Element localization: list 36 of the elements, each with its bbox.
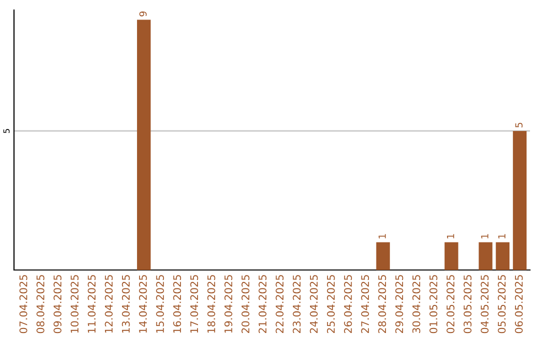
x-tick-label: 19.04.2025 <box>224 275 232 333</box>
x-tick-label: 23.04.2025 <box>292 275 301 334</box>
x-tick-label: 20.04.2025 <box>242 275 250 334</box>
x-tick-label: 16.04.2025 <box>173 275 182 333</box>
x-tick-label: 15.04.2025 <box>156 275 164 333</box>
x-tick-label: 11.04.2025 <box>88 275 96 333</box>
x-tick-label: 09.04.2025 <box>54 275 62 334</box>
x-tick-label: 28.04.2025 <box>378 275 386 334</box>
x-tick-label: 08.04.2025 <box>36 275 44 334</box>
x-tick-label: 27.04.2025 <box>361 275 369 334</box>
x-tick-label: 12.04.2025 <box>104 275 113 333</box>
data-label: 1 <box>481 234 488 238</box>
x-tick-label: 14.04.2025 <box>139 275 147 333</box>
x-tick-label: 29.04.2025 <box>395 275 404 334</box>
x-tick-label: 02.05.2025 <box>446 275 454 334</box>
x-tick-label: 01.05.2025 <box>429 275 438 334</box>
x-tick-label: 22.04.2025 <box>276 275 284 334</box>
data-label: 9 <box>139 11 147 16</box>
data-label: 1 <box>447 234 454 238</box>
x-tick-label: 30.04.2025 <box>412 275 420 334</box>
data-label: 1 <box>498 234 506 238</box>
x-tick-label: 17.04.2025 <box>190 275 198 333</box>
data-label: 5 <box>515 122 523 128</box>
x-tick-label: 04.05.2025 <box>480 275 489 334</box>
x-tick-label: 26.04.2025 <box>344 275 352 334</box>
x-tick-label: 05.05.2025 <box>498 275 506 334</box>
x-tick-label: 07.04.2025 <box>19 275 28 334</box>
x-tick-label: 06.05.2025 <box>514 275 523 334</box>
x-tick-label: 24.04.2025 <box>310 275 318 334</box>
data-label: 1 <box>378 234 386 238</box>
x-tick-label: 25.04.2025 <box>326 275 335 334</box>
x-tick-label: 18.04.2025 <box>207 275 216 333</box>
x-tick-label: 21.04.2025 <box>258 275 266 334</box>
x-tick-label: 10.04.2025 <box>70 275 79 333</box>
x-tick-label: 03.05.2025 <box>464 275 472 334</box>
x-tick-label: 13.04.2025 <box>122 275 130 333</box>
